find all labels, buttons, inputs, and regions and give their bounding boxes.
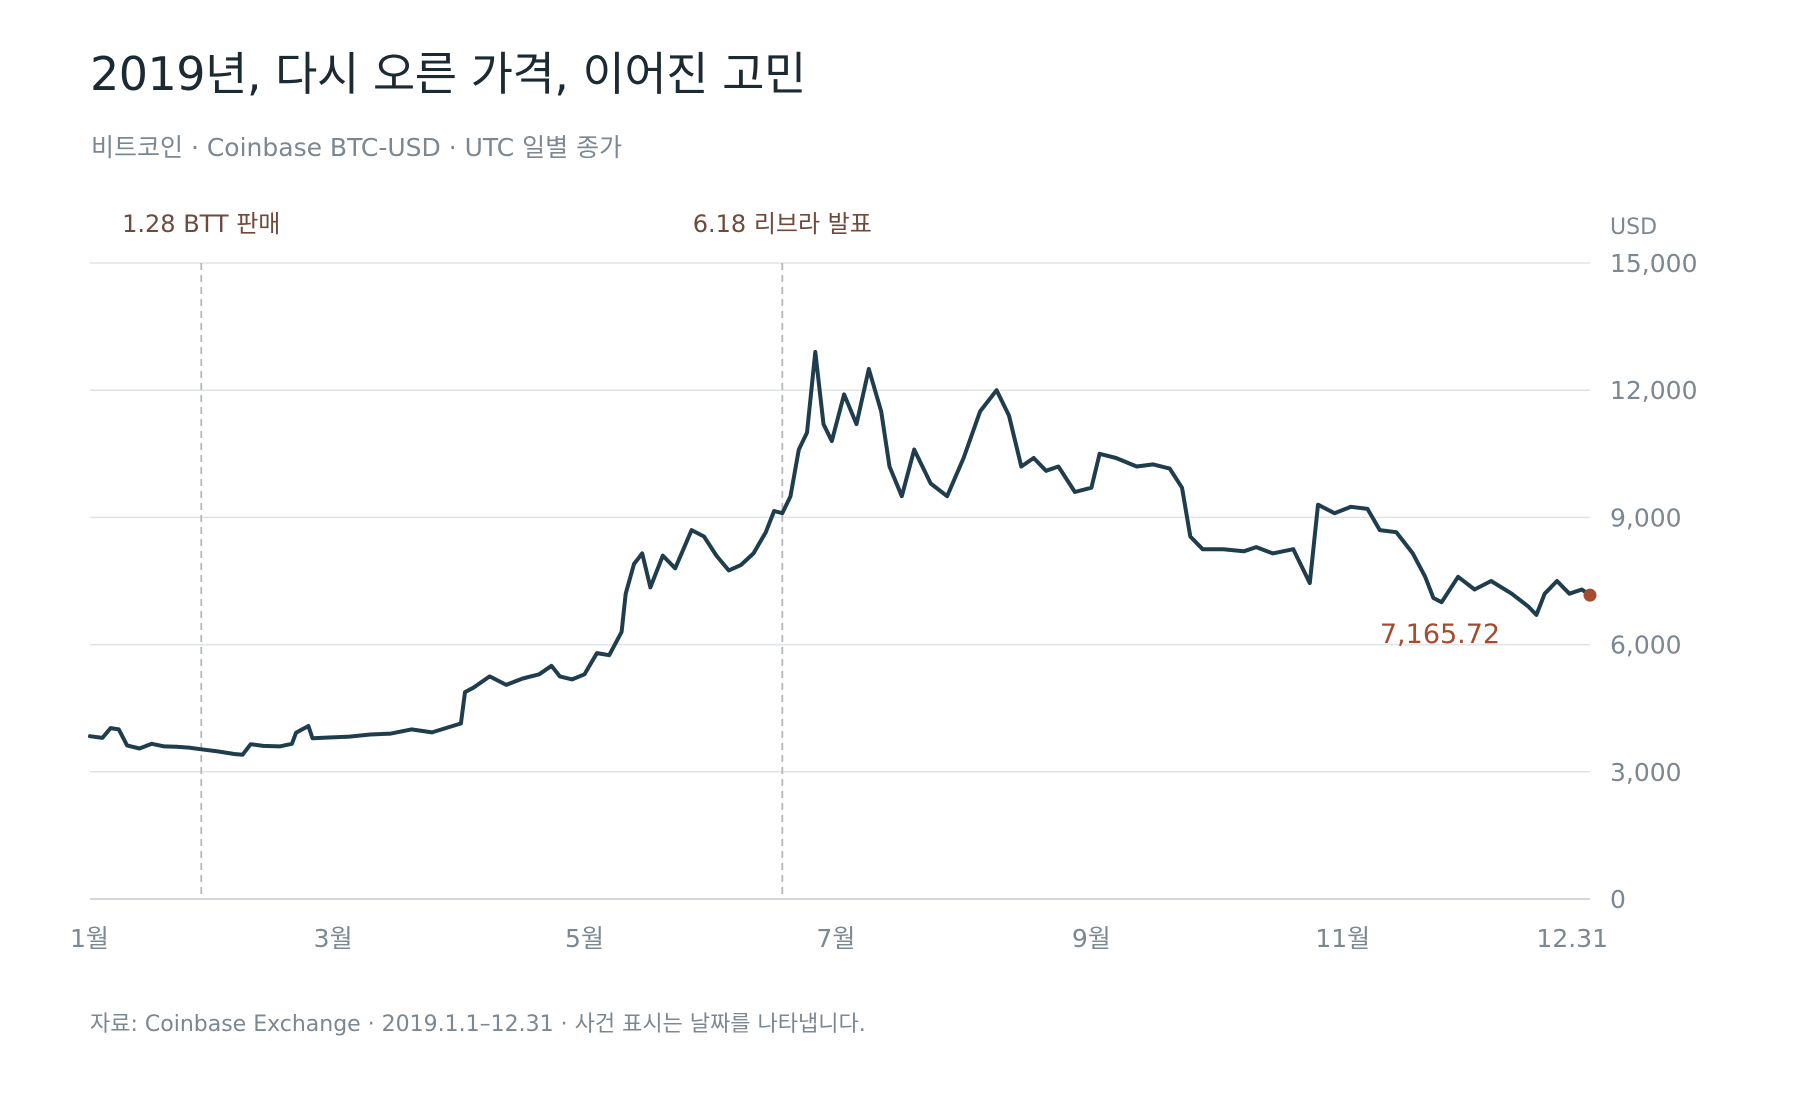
y-tick-label: 15,000 [1610,249,1697,278]
event-label: 1.28 BTT 판매 [122,210,280,238]
grid-layer [90,262,1590,900]
event-label: 6.18 리브라 발표 [693,210,872,238]
x-tick-label: 7월 [816,924,855,953]
event-layer: 1.28 BTT 판매 6.18 리브라 발표 [122,210,872,899]
y-axis-unit-label: USD [1610,215,1657,240]
y-tick-label: 0 [1610,885,1626,914]
x-tick-label: 1월 [70,924,109,953]
x-tick-label: 11월 [1315,924,1370,953]
last-value-dot [1583,588,1597,602]
y-tick-label: 3,000 [1610,758,1682,787]
y-tick-label: 6,000 [1610,631,1682,660]
series-layer: 7,165.72 [88,350,1597,757]
last-value-label: 7,165.72 [1380,619,1500,650]
x-tick-label: 12.31 [1536,924,1608,953]
y-tick-label: 9,000 [1610,503,1682,532]
btc-price-chart: 1.28 BTT 판매 6.18 리브라 발표 0 3,000 6,000 9,000 1… [70,210,1697,953]
chart-title: 2019년, 다시 오른 가격, 이어진 고민 [90,47,806,101]
source-note: 자료: Coinbase Exchange · 2019.1.1–12.31 ·… [90,1012,866,1037]
y-tick-label: 12,000 [1610,376,1697,405]
x-tick-label: 3월 [314,924,353,953]
x-tick-label: 5월 [565,924,604,953]
x-tick-label: 9월 [1072,924,1111,953]
chart-subtitle: 비트코인 · Coinbase BTC-USD · UTC 일별 종가 [91,133,623,162]
price-line [88,350,1592,757]
axis-layer: 0 3,000 6,000 9,000 12,000 15,000 USD 1월 3월 5월 7월 9… [70,215,1697,953]
